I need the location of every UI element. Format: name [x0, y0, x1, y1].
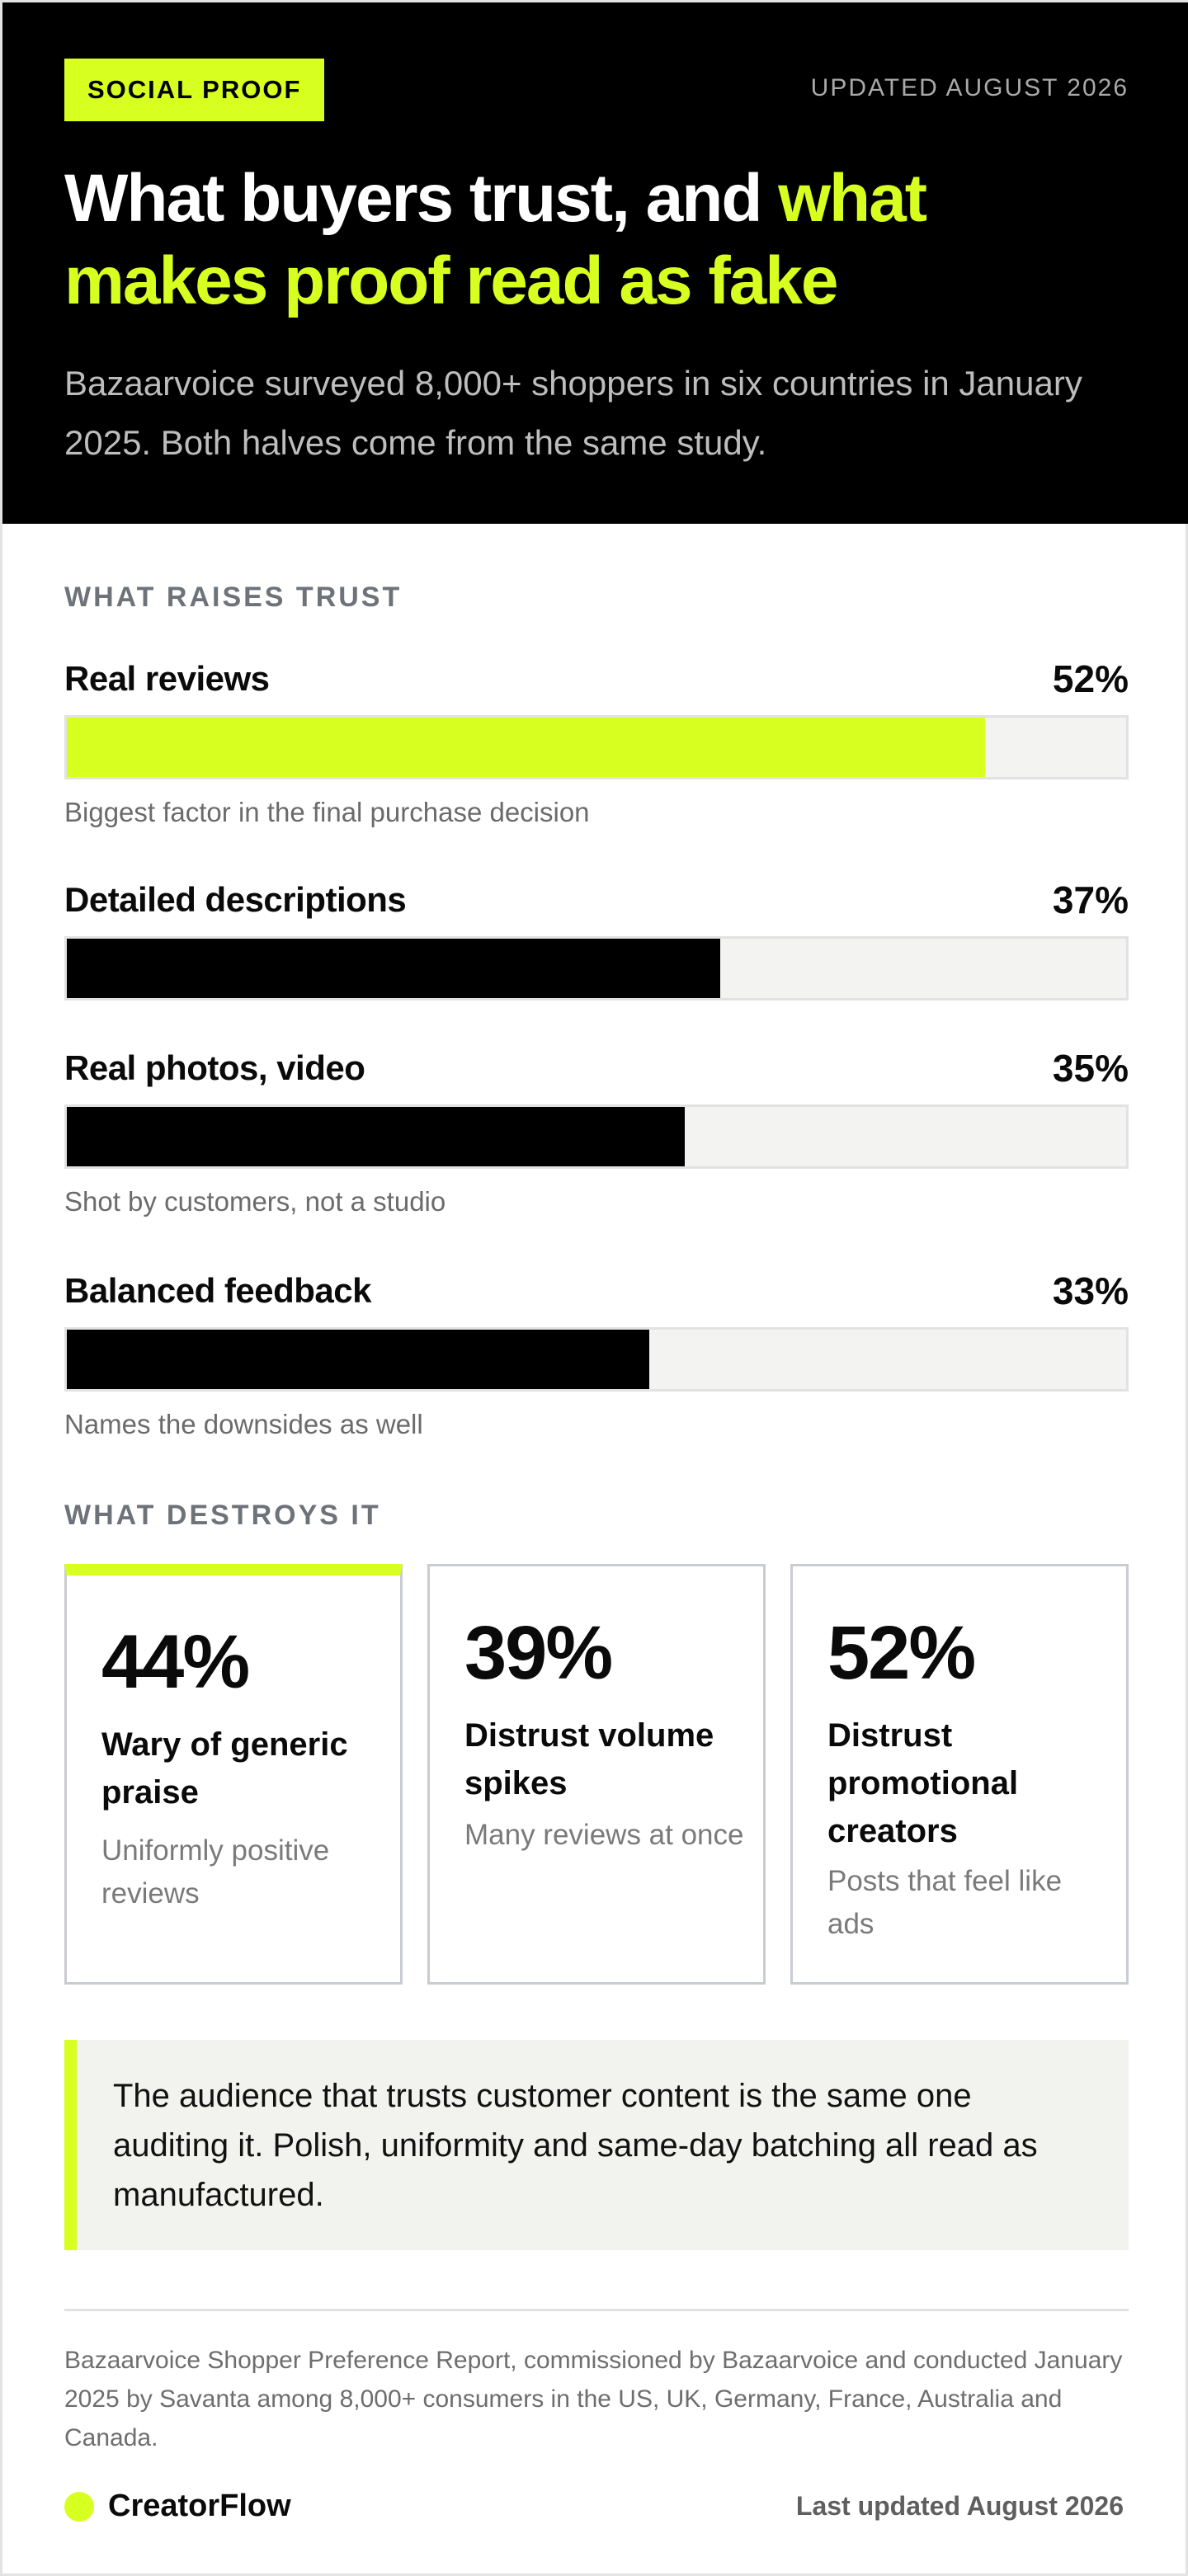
bar-category-label: Real reviews	[64, 659, 270, 698]
updated-date: UPDATED AUGUST 2026	[810, 74, 1129, 101]
bar-fill	[67, 1107, 685, 1166]
bar-row: Real photos, video 35% Shot by customers, …	[64, 1043, 1129, 1217]
bar-value-label: 33%	[1052, 1269, 1129, 1312]
callout-box: The audience that trusts customer conten…	[64, 2040, 1129, 2250]
bar-value-label: 35%	[1052, 1047, 1129, 1090]
bar-note: Shot by customers, not a studio	[64, 1186, 446, 1217]
bar-category-label: Real photos, video	[64, 1048, 365, 1087]
stat-card-generic-praise: 44% Wary of generic praise Uniformly pos…	[64, 1564, 403, 1985]
bar-row: Detailed descriptions 37%	[64, 875, 1129, 1001]
header: SOCIAL PROOF UPDATED AUGUST 2026 What bu…	[2, 2, 1188, 524]
bar-fill	[67, 1330, 649, 1389]
stat-note: Uniformly positive reviews	[101, 1834, 330, 1910]
stat-card-promotional-creators: 52% Distrust promotional creators Posts …	[790, 1564, 1129, 1985]
bar-note: Biggest factor in the final purchase dec…	[64, 797, 590, 827]
bar-header: Balanced feedback 33%	[64, 1266, 1129, 1316]
bar-note: Names the downsides as well	[64, 1409, 423, 1439]
bar-row: Balanced feedback 33% Names the downsides …	[64, 1266, 1129, 1439]
stat-title: Wary of generic praise	[101, 1726, 348, 1811]
bar-track	[64, 1327, 1129, 1392]
bar-header: Real photos, video 35%	[64, 1043, 1129, 1093]
footer-divider	[64, 2309, 1129, 2311]
bar-track	[64, 1104, 1129, 1169]
bar-track	[64, 715, 1129, 779]
callout-text: The audience that trusts customer conten…	[113, 2078, 1038, 2213]
stat-note: Posts that feel like ads	[827, 1865, 1063, 1940]
bar-row: Real reviews 52% Biggest factor in the fin…	[64, 654, 1129, 827]
stat-value: 39%	[464, 1611, 613, 1695]
bar-fill	[67, 939, 720, 998]
page-title: What buyers trust, and what makes proof …	[64, 158, 1129, 323]
bar-category-label: Detailed descriptions	[64, 880, 407, 919]
stat-card-volume-spikes: 39% Distrust volume spikes Many reviews …	[427, 1564, 766, 1985]
title-white-part: What buyers trust, and	[64, 161, 779, 236]
bar-header: Real reviews 52%	[64, 654, 1129, 704]
bar-header: Detailed descriptions 37%	[64, 875, 1129, 925]
stat-value: 44%	[101, 1620, 250, 1704]
brand-dot-icon	[64, 2492, 94, 2522]
section-label-raises: WHAT RAISES TRUST	[64, 582, 403, 613]
bar-category-label: Balanced feedback	[64, 1271, 372, 1310]
stat-value: 52%	[827, 1611, 976, 1695]
bar-track	[64, 936, 1129, 1001]
source-citation: Bazaarvoice Shopper Preference Report, c…	[64, 2347, 1123, 2451]
bar-value-label: 52%	[1052, 657, 1129, 700]
bar-value-label: 37%	[1052, 878, 1129, 921]
stat-title: Distrust volume spikes	[464, 1717, 714, 1801]
footer-updated-date: Last updated August 2026	[795, 2491, 1124, 2521]
stat-title: Distrust promotional creators	[827, 1717, 1019, 1849]
category-tag: SOCIAL PROOF	[64, 59, 325, 121]
title-accent-part: what makes proof read as fake	[64, 161, 927, 318]
bar-fill	[67, 718, 985, 777]
brand-logo-text: CreatorFlow	[108, 2489, 291, 2523]
section-label-destroys: WHAT DESTROYS IT	[64, 1500, 381, 1531]
stat-note: Many reviews at once	[464, 1819, 744, 1851]
intro-text: Bazaarvoice surveyed 8,000+ shoppers in …	[64, 364, 1082, 462]
